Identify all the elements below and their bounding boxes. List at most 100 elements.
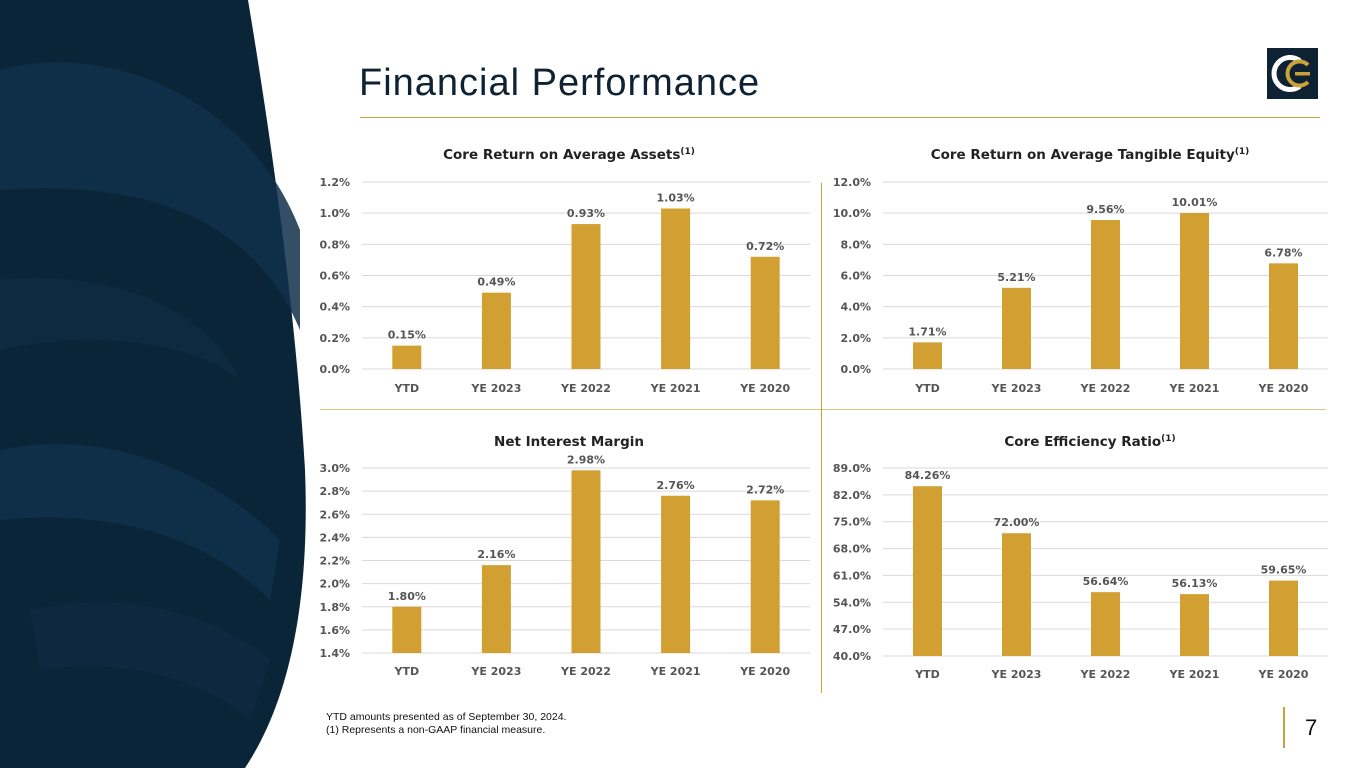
x-tick-label: YE 2021 bbox=[650, 665, 701, 678]
x-tick-label: YE 2023 bbox=[470, 665, 521, 678]
page-title: Financial Performance bbox=[359, 62, 761, 104]
x-tick-label: YE 2021 bbox=[650, 382, 701, 395]
data-label: 0.93% bbox=[567, 207, 605, 220]
bar bbox=[1269, 580, 1298, 656]
footnote-non-gaap: (1) Represents a non-GAAP financial meas… bbox=[326, 724, 546, 736]
background-graphic bbox=[0, 0, 306, 768]
data-label: 9.56% bbox=[1086, 203, 1124, 216]
x-tick-label: YTD bbox=[393, 665, 419, 678]
chart-grid-vertical-divider bbox=[821, 183, 822, 693]
chart-title: Net Interest Margin bbox=[494, 434, 644, 450]
y-tick-label: 2.2% bbox=[319, 555, 350, 568]
page-number: 7 bbox=[1305, 715, 1318, 740]
bar bbox=[1091, 220, 1120, 369]
x-tick-label: YE 2021 bbox=[1169, 668, 1220, 681]
data-label: 0.15% bbox=[388, 329, 426, 342]
y-tick-label: 2.4% bbox=[319, 531, 350, 544]
x-tick-label: YE 2023 bbox=[470, 382, 521, 395]
bar bbox=[1180, 213, 1209, 369]
page-number-divider bbox=[1283, 707, 1285, 748]
footnotes: YTD amounts presented as of September 30… bbox=[326, 711, 566, 737]
x-tick-label: YTD bbox=[914, 382, 940, 395]
x-tick-label: YE 2022 bbox=[1080, 668, 1131, 681]
bar bbox=[571, 470, 601, 653]
chart-title-footnote-ref: (1) bbox=[1161, 434, 1176, 444]
chart-title-footnote-ref: (1) bbox=[680, 147, 695, 157]
bar bbox=[1002, 533, 1031, 656]
bar bbox=[1180, 594, 1209, 656]
bar bbox=[392, 345, 422, 369]
x-tick-label: YE 2022 bbox=[560, 382, 611, 395]
bar bbox=[750, 256, 780, 369]
y-tick-label: 1.8% bbox=[319, 601, 350, 614]
y-tick-label: 8.0% bbox=[840, 238, 871, 251]
x-tick-label: YE 2023 bbox=[991, 668, 1042, 681]
y-tick-label: 0.4% bbox=[319, 301, 350, 314]
title-divider bbox=[360, 117, 1320, 118]
y-tick-label: 40.0% bbox=[833, 650, 871, 663]
chart-net-interest-margin: Net Interest Margin 1.4% 1.6% 1.8% 2.0% 2.2% 2… bbox=[319, 434, 810, 678]
data-label: 10.01% bbox=[1172, 196, 1218, 209]
data-label: 5.21% bbox=[997, 271, 1035, 284]
data-label: 59.65% bbox=[1261, 564, 1307, 577]
y-tick-label: 2.0% bbox=[319, 578, 350, 591]
bar bbox=[913, 486, 942, 656]
y-tick-label: 89.0% bbox=[833, 462, 871, 475]
chart-grid-horizontal-divider bbox=[320, 409, 1326, 410]
data-label: 1.80% bbox=[388, 590, 426, 603]
x-tick-label: YE 2020 bbox=[1258, 382, 1309, 395]
y-tick-label: 3.0% bbox=[319, 462, 350, 475]
data-label: 6.78% bbox=[1264, 246, 1302, 259]
y-tick-label: 12.0% bbox=[833, 176, 871, 189]
x-tick-label: YTD bbox=[914, 668, 940, 681]
y-tick-label: 0.8% bbox=[319, 238, 350, 251]
bar bbox=[481, 565, 511, 653]
bar bbox=[1002, 287, 1031, 369]
chart-title: Core Return on Average Assets(1) bbox=[443, 147, 695, 163]
y-tick-label: 82.0% bbox=[833, 489, 871, 502]
x-tick-label: YE 2022 bbox=[1080, 382, 1131, 395]
y-tick-label: 4.0% bbox=[840, 301, 871, 314]
x-tick-label: YTD bbox=[393, 382, 419, 395]
y-tick-label: 0.0% bbox=[840, 363, 871, 376]
x-tick-label: YE 2021 bbox=[1169, 382, 1220, 395]
data-label: 0.49% bbox=[477, 276, 515, 289]
y-tick-label: 0.6% bbox=[319, 270, 350, 283]
data-label: 56.13% bbox=[1172, 577, 1218, 590]
bar bbox=[481, 292, 511, 369]
bar bbox=[661, 495, 691, 653]
data-label: 2.76% bbox=[657, 479, 695, 492]
y-tick-label: 2.6% bbox=[319, 508, 350, 521]
bar bbox=[750, 500, 780, 653]
data-label: 56.64% bbox=[1083, 575, 1129, 588]
chart-core-roaa: Core Return on Average Assets(1) 0.0% 0.2%… bbox=[319, 147, 810, 395]
y-tick-label: 1.0% bbox=[319, 207, 350, 220]
data-label: 72.00% bbox=[994, 516, 1040, 529]
x-tick-label: YE 2020 bbox=[739, 665, 790, 678]
bar bbox=[1091, 592, 1120, 656]
x-tick-label: YE 2020 bbox=[739, 382, 790, 395]
y-tick-label: 2.8% bbox=[319, 485, 350, 498]
data-label: 0.72% bbox=[746, 240, 784, 253]
y-tick-label: 47.0% bbox=[833, 623, 871, 636]
y-tick-label: 10.0% bbox=[833, 207, 871, 220]
y-tick-label: 54.0% bbox=[833, 596, 871, 609]
x-tick-label: YE 2023 bbox=[991, 382, 1042, 395]
data-label: 2.16% bbox=[477, 548, 515, 561]
data-label: 1.71% bbox=[908, 325, 946, 338]
x-tick-label: YE 2022 bbox=[560, 665, 611, 678]
bar bbox=[1269, 263, 1298, 369]
chart-title: Core Return on Average Tangible Equity(1… bbox=[931, 147, 1250, 163]
footnote-ytd: YTD amounts presented as of September 30… bbox=[326, 711, 567, 723]
y-tick-label: 75.0% bbox=[833, 516, 871, 529]
y-tick-label: 68.0% bbox=[833, 543, 871, 556]
bar bbox=[661, 208, 691, 369]
y-tick-label: 61.0% bbox=[833, 569, 871, 582]
y-tick-label: 1.6% bbox=[319, 624, 350, 637]
data-label: 84.26% bbox=[905, 469, 951, 482]
y-tick-label: 0.2% bbox=[319, 332, 350, 345]
y-tick-label: 1.2% bbox=[319, 176, 350, 189]
chart-title-footnote-ref: (1) bbox=[1235, 147, 1250, 157]
y-tick-label: 1.4% bbox=[319, 647, 350, 660]
data-label: 2.98% bbox=[567, 453, 605, 466]
